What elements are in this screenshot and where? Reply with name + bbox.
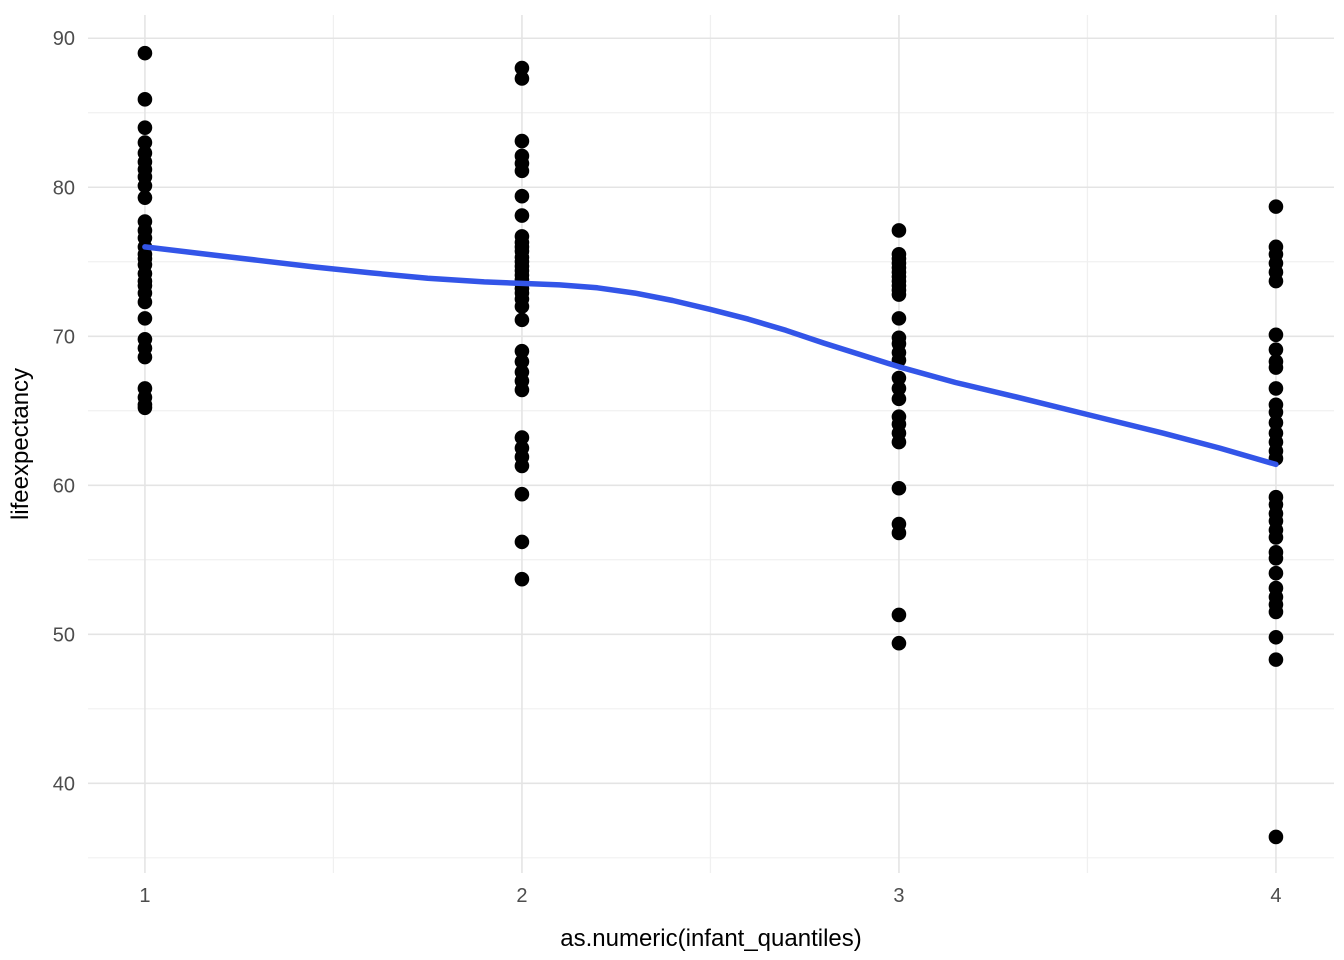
- data-point: [891, 434, 907, 450]
- data-point: [514, 163, 530, 179]
- data-point: [1268, 360, 1284, 375]
- data-point: [514, 458, 530, 474]
- data-point: [514, 571, 530, 587]
- data-point: [514, 343, 530, 359]
- data-point: [891, 607, 907, 623]
- data-point: [1268, 550, 1284, 566]
- data-point: [514, 382, 530, 398]
- data-point: [1268, 404, 1284, 420]
- data-point: [1268, 199, 1284, 214]
- data-point: [137, 92, 153, 107]
- y-tick-label: 90: [53, 28, 75, 50]
- data-point: [1268, 565, 1284, 581]
- data-point: [137, 349, 153, 365]
- data-point: [1268, 829, 1284, 845]
- x-tick-label: 1: [139, 885, 150, 907]
- data-point: [137, 135, 153, 150]
- y-tick-label: 80: [53, 177, 75, 199]
- data-point: [891, 525, 907, 541]
- data-point: [891, 635, 907, 651]
- data-point: [1268, 327, 1284, 343]
- y-tick-label: 40: [53, 773, 75, 795]
- data-point: [1268, 273, 1284, 289]
- data-point: [514, 208, 530, 223]
- data-point: [1268, 342, 1284, 357]
- data-point: [891, 370, 907, 386]
- grid-layer: [88, 15, 1334, 873]
- data-point: [891, 391, 907, 407]
- data-point: [514, 534, 530, 550]
- x-tick-label: 2: [516, 885, 527, 907]
- data-point: [137, 120, 153, 135]
- data-point: [514, 188, 530, 204]
- data-point: [514, 299, 530, 314]
- data-point: [1268, 629, 1284, 645]
- data-point: [1268, 415, 1284, 430]
- data-point: [137, 45, 153, 61]
- point-layer: [137, 45, 1284, 845]
- data-point: [891, 223, 907, 238]
- y-tick-label: 70: [53, 326, 75, 348]
- data-point: [1268, 381, 1284, 396]
- x-tick-label: 4: [1270, 885, 1281, 907]
- data-point: [891, 381, 907, 396]
- data-point: [891, 311, 907, 326]
- data-point: [1268, 530, 1284, 545]
- data-point: [137, 294, 153, 310]
- data-point: [514, 71, 530, 86]
- axis-layer: 40 50 60 70 80 90 1 2 3 4: [53, 28, 1282, 907]
- x-axis-title: as.numeric(infant_quantiles): [560, 925, 862, 952]
- x-tick-label: 3: [893, 885, 904, 907]
- y-axis-title: lifeexpectancy: [7, 368, 34, 520]
- y-tick-label: 60: [53, 475, 75, 497]
- y-tick-label: 50: [53, 624, 75, 646]
- data-point: [514, 430, 530, 445]
- data-point: [137, 400, 153, 416]
- data-point: [891, 287, 907, 302]
- data-point: [1268, 652, 1284, 667]
- data-point: [514, 354, 530, 369]
- data-point: [891, 480, 907, 496]
- data-point: [137, 311, 153, 326]
- data-point: [137, 178, 153, 194]
- smooth-layer: [142, 244, 1279, 468]
- data-point: [137, 190, 153, 205]
- data-point: [514, 133, 530, 149]
- smooth-line: [142, 244, 1279, 468]
- data-point: [1268, 604, 1284, 620]
- data-point: [514, 312, 530, 328]
- data-point: [514, 60, 530, 76]
- data-point: [514, 486, 530, 502]
